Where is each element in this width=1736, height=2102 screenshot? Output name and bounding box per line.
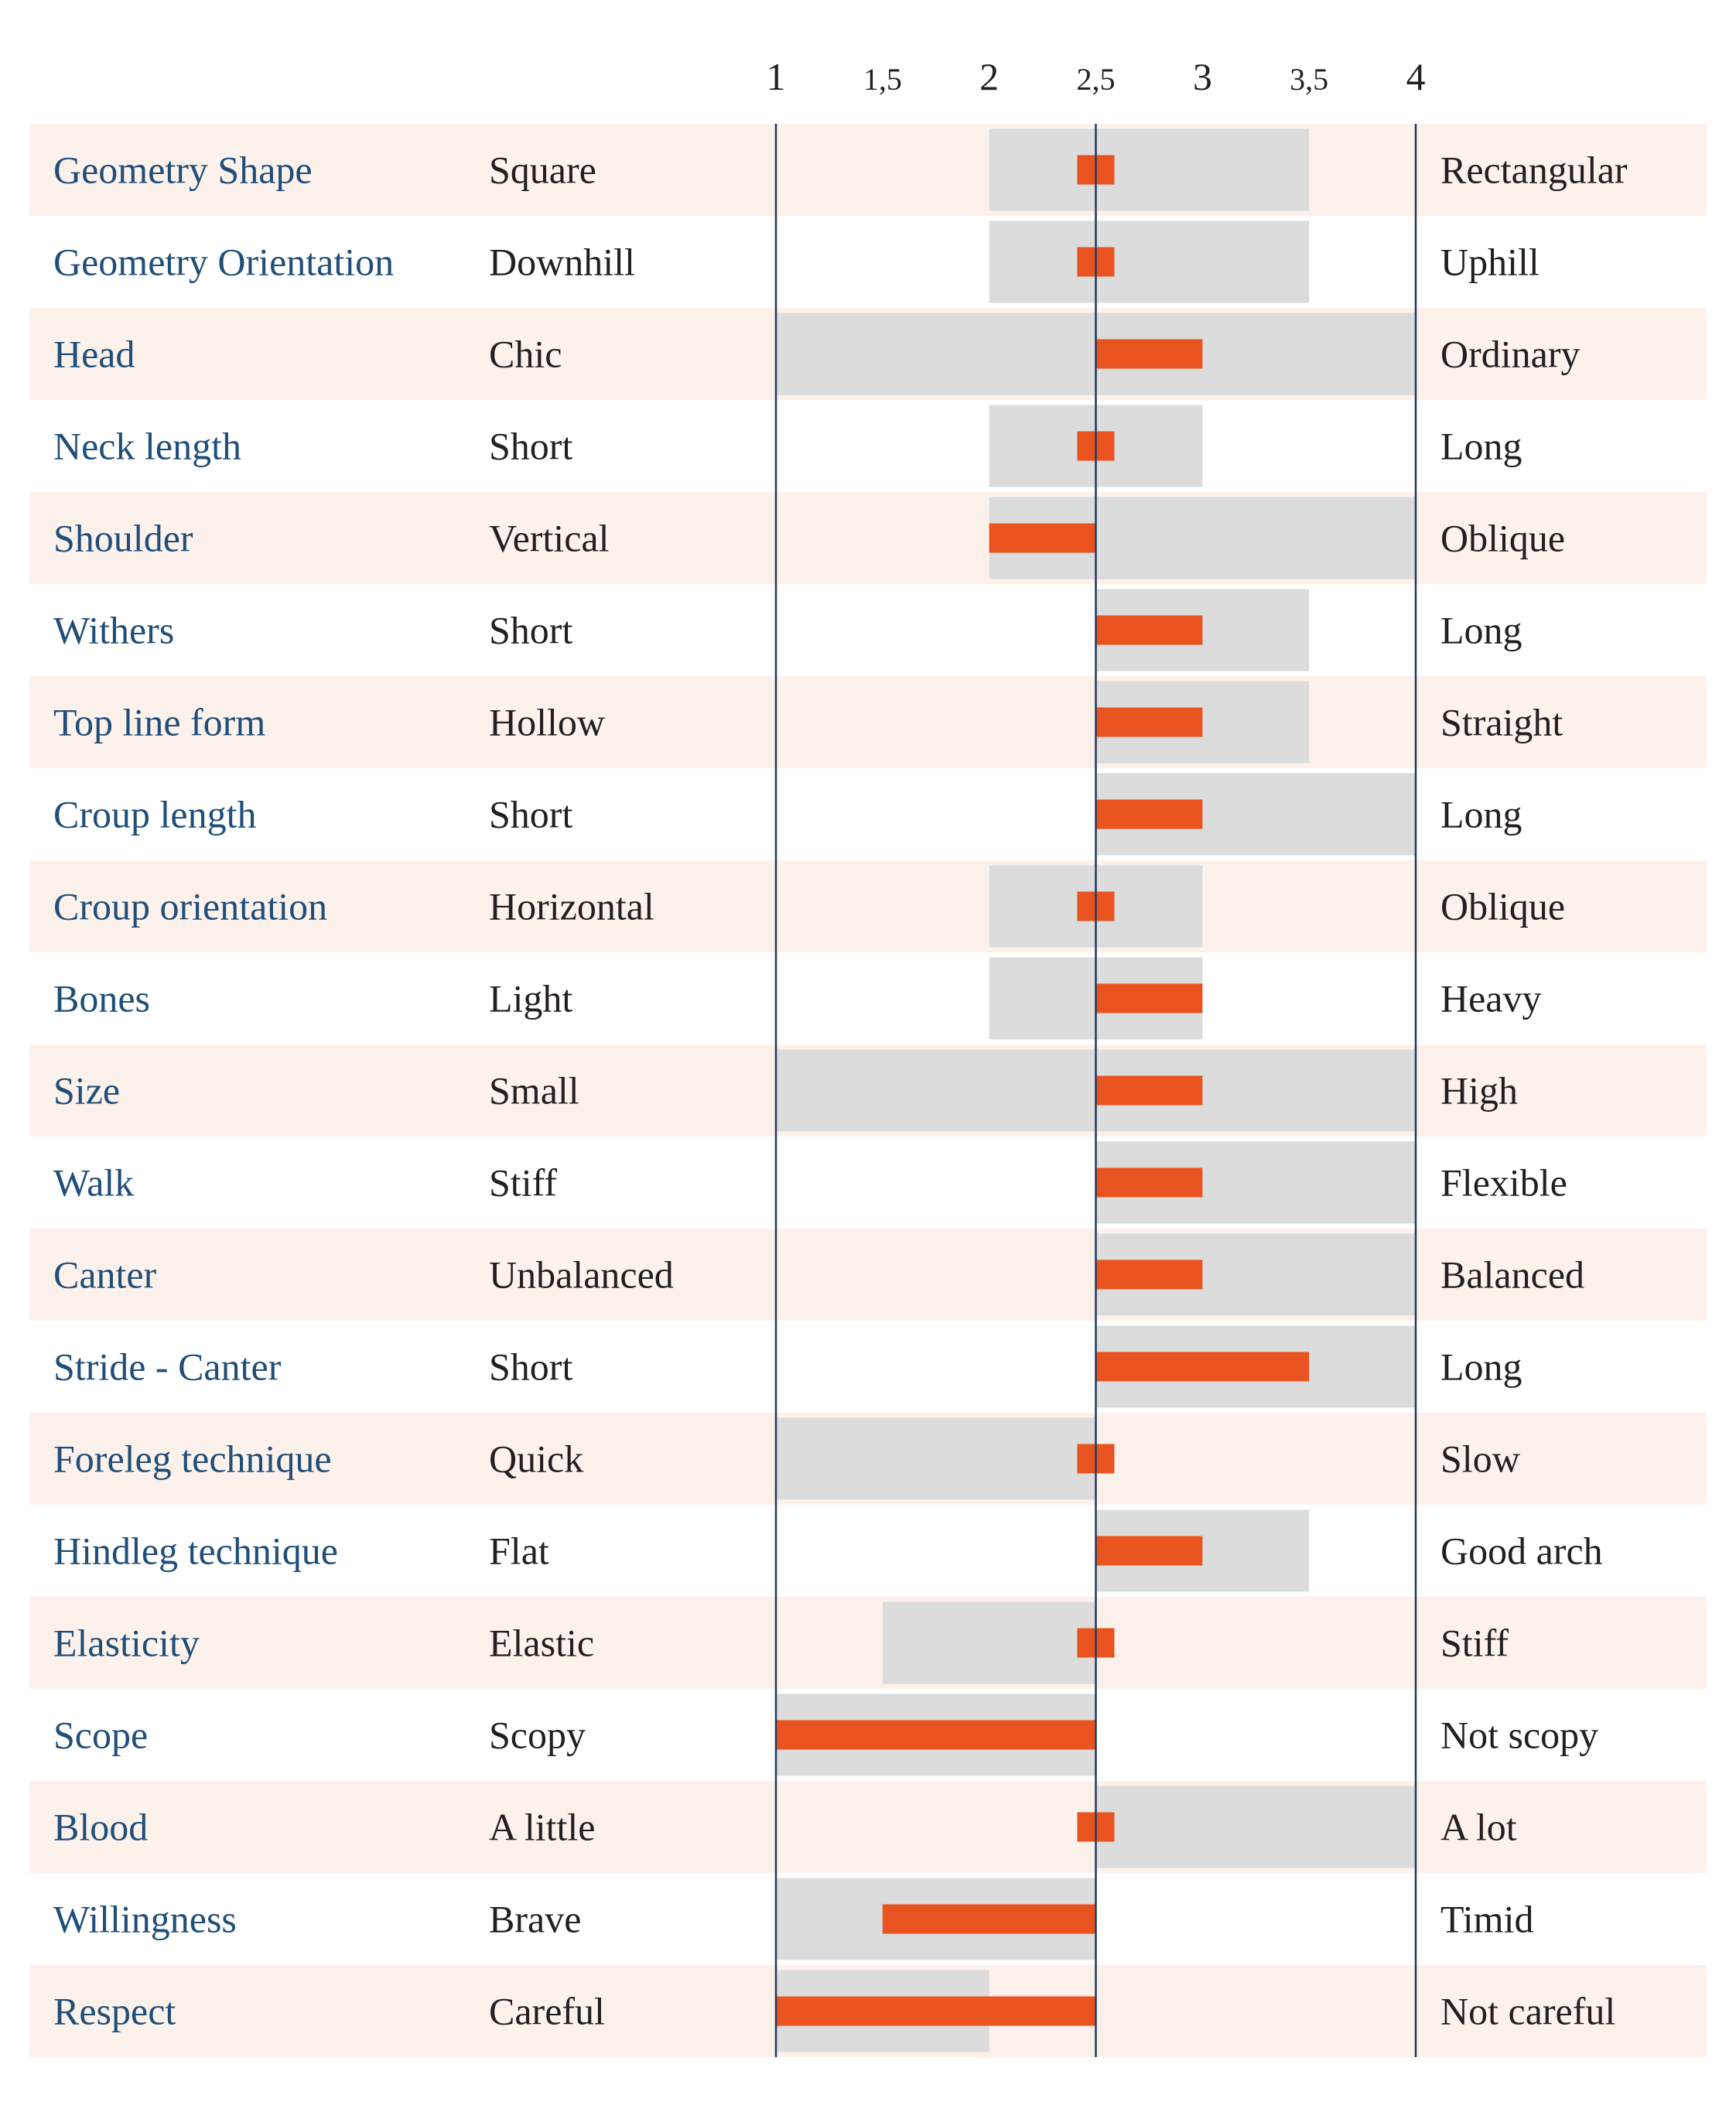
low-end-label: Downhill	[489, 241, 635, 284]
range-band-19	[1095, 1786, 1416, 1868]
high-end-label: Long	[1440, 793, 1522, 836]
value-bar-14	[1095, 1352, 1310, 1382]
low-end-label: Careful	[489, 1990, 605, 2033]
tick-label: 2,5	[1077, 62, 1116, 97]
low-end-label: Light	[489, 977, 572, 1020]
high-end-label: Long	[1440, 1345, 1522, 1389]
low-end-label: A little	[489, 1806, 596, 1849]
value-bar-13	[1095, 1259, 1203, 1290]
trait-label: Hindleg technique	[53, 1530, 338, 1573]
tick-label: 3	[1193, 55, 1212, 98]
high-end-label: Heavy	[1440, 977, 1542, 1020]
high-end-label: Not scopy	[1440, 1714, 1598, 1757]
low-end-label: Short	[489, 793, 572, 836]
trait-label: Shoulder	[53, 517, 193, 560]
trait-label: Top line form	[53, 701, 265, 744]
low-end-label: Flat	[489, 1530, 549, 1573]
tick-label: 2	[979, 55, 999, 98]
trait-label: Neck length	[53, 425, 241, 468]
high-end-label: Long	[1440, 425, 1522, 468]
trait-label: Size	[53, 1069, 120, 1113]
high-end-label: Ordinary	[1440, 333, 1581, 376]
value-bar-6	[1095, 615, 1203, 645]
high-end-label: Uphill	[1440, 241, 1540, 284]
low-end-label: Unbalanced	[489, 1253, 674, 1297]
range-band-15	[776, 1417, 1096, 1500]
high-end-label: Slow	[1440, 1437, 1520, 1481]
low-end-label: Hollow	[489, 701, 605, 744]
high-end-label: High	[1440, 1069, 1518, 1113]
low-end-label: Scopy	[489, 1714, 586, 1757]
value-bar-21	[776, 1996, 1096, 2026]
value-bar-12	[1095, 1167, 1203, 1198]
row-stripe	[29, 1781, 1707, 1873]
trait-label: Stride - Canter	[53, 1345, 282, 1389]
low-end-label: Stiff	[489, 1161, 557, 1205]
high-end-label: Oblique	[1440, 885, 1565, 928]
high-end-label: A lot	[1440, 1806, 1517, 1849]
low-end-label: Brave	[489, 1898, 581, 1941]
row-stripe	[29, 676, 1707, 768]
low-end-label: Vertical	[489, 517, 609, 560]
high-end-label: Good arch	[1440, 1530, 1603, 1573]
value-bar-7	[1095, 707, 1203, 737]
trait-label: Foreleg technique	[53, 1437, 332, 1481]
value-bar-10	[1095, 983, 1203, 1013]
value-bar-5	[989, 523, 1096, 553]
row-stripe	[29, 860, 1707, 952]
tick-label: 1,5	[863, 62, 902, 97]
trait-label: Respect	[53, 1990, 176, 2033]
trait-label: Bones	[53, 977, 150, 1020]
low-end-label: Elastic	[489, 1622, 594, 1665]
low-end-label: Horizontal	[489, 885, 654, 928]
low-end-label: Short	[489, 1345, 572, 1389]
row-stripe	[29, 1229, 1707, 1321]
trait-label: Withers	[53, 609, 174, 652]
high-end-label: Stiff	[1440, 1622, 1509, 1665]
high-end-label: Oblique	[1440, 517, 1565, 560]
row-stripe	[29, 124, 1707, 216]
tick-label: 4	[1406, 55, 1426, 98]
trait-label: Walk	[53, 1161, 134, 1205]
trait-label: Geometry Shape	[53, 149, 313, 192]
trait-label: Geometry Orientation	[53, 241, 394, 284]
trait-label: Willingness	[53, 1898, 237, 1941]
range-band-2	[989, 220, 1310, 303]
high-end-label: Not careful	[1440, 1990, 1615, 2033]
trait-label: Scope	[53, 1714, 148, 1757]
value-bar-20	[882, 1904, 1096, 1934]
value-bar-8	[1095, 799, 1203, 829]
high-end-label: Long	[1440, 609, 1522, 652]
row-stripe	[29, 492, 1707, 584]
low-end-label: Short	[489, 425, 572, 468]
value-bar-11	[1095, 1075, 1203, 1106]
range-band-1	[989, 128, 1310, 211]
trait-label: Croup orientation	[53, 885, 327, 928]
high-end-label: Flexible	[1440, 1161, 1567, 1205]
low-end-label: Quick	[489, 1437, 583, 1481]
high-end-label: Rectangular	[1440, 149, 1628, 192]
value-bar-3	[1095, 339, 1203, 369]
high-end-label: Balanced	[1440, 1253, 1584, 1297]
range-band-17	[882, 1601, 1096, 1684]
high-end-label: Timid	[1440, 1898, 1533, 1941]
low-end-label: Short	[489, 609, 572, 652]
low-end-label: Chic	[489, 333, 562, 376]
value-bar-18	[776, 1720, 1096, 1750]
trait-label: Croup length	[53, 793, 256, 836]
low-end-label: Square	[489, 149, 596, 192]
trait-label: Blood	[53, 1806, 148, 1849]
trait-label: Elasticity	[53, 1622, 200, 1665]
tick-label: 3,5	[1290, 62, 1328, 97]
value-bar-16	[1095, 1536, 1203, 1566]
trait-label: Canter	[53, 1253, 157, 1297]
trait-label: Head	[53, 333, 135, 376]
high-end-label: Straight	[1440, 701, 1563, 744]
tick-label: 1	[767, 55, 786, 98]
row-stripe	[29, 1597, 1707, 1689]
low-end-label: Small	[489, 1069, 579, 1113]
